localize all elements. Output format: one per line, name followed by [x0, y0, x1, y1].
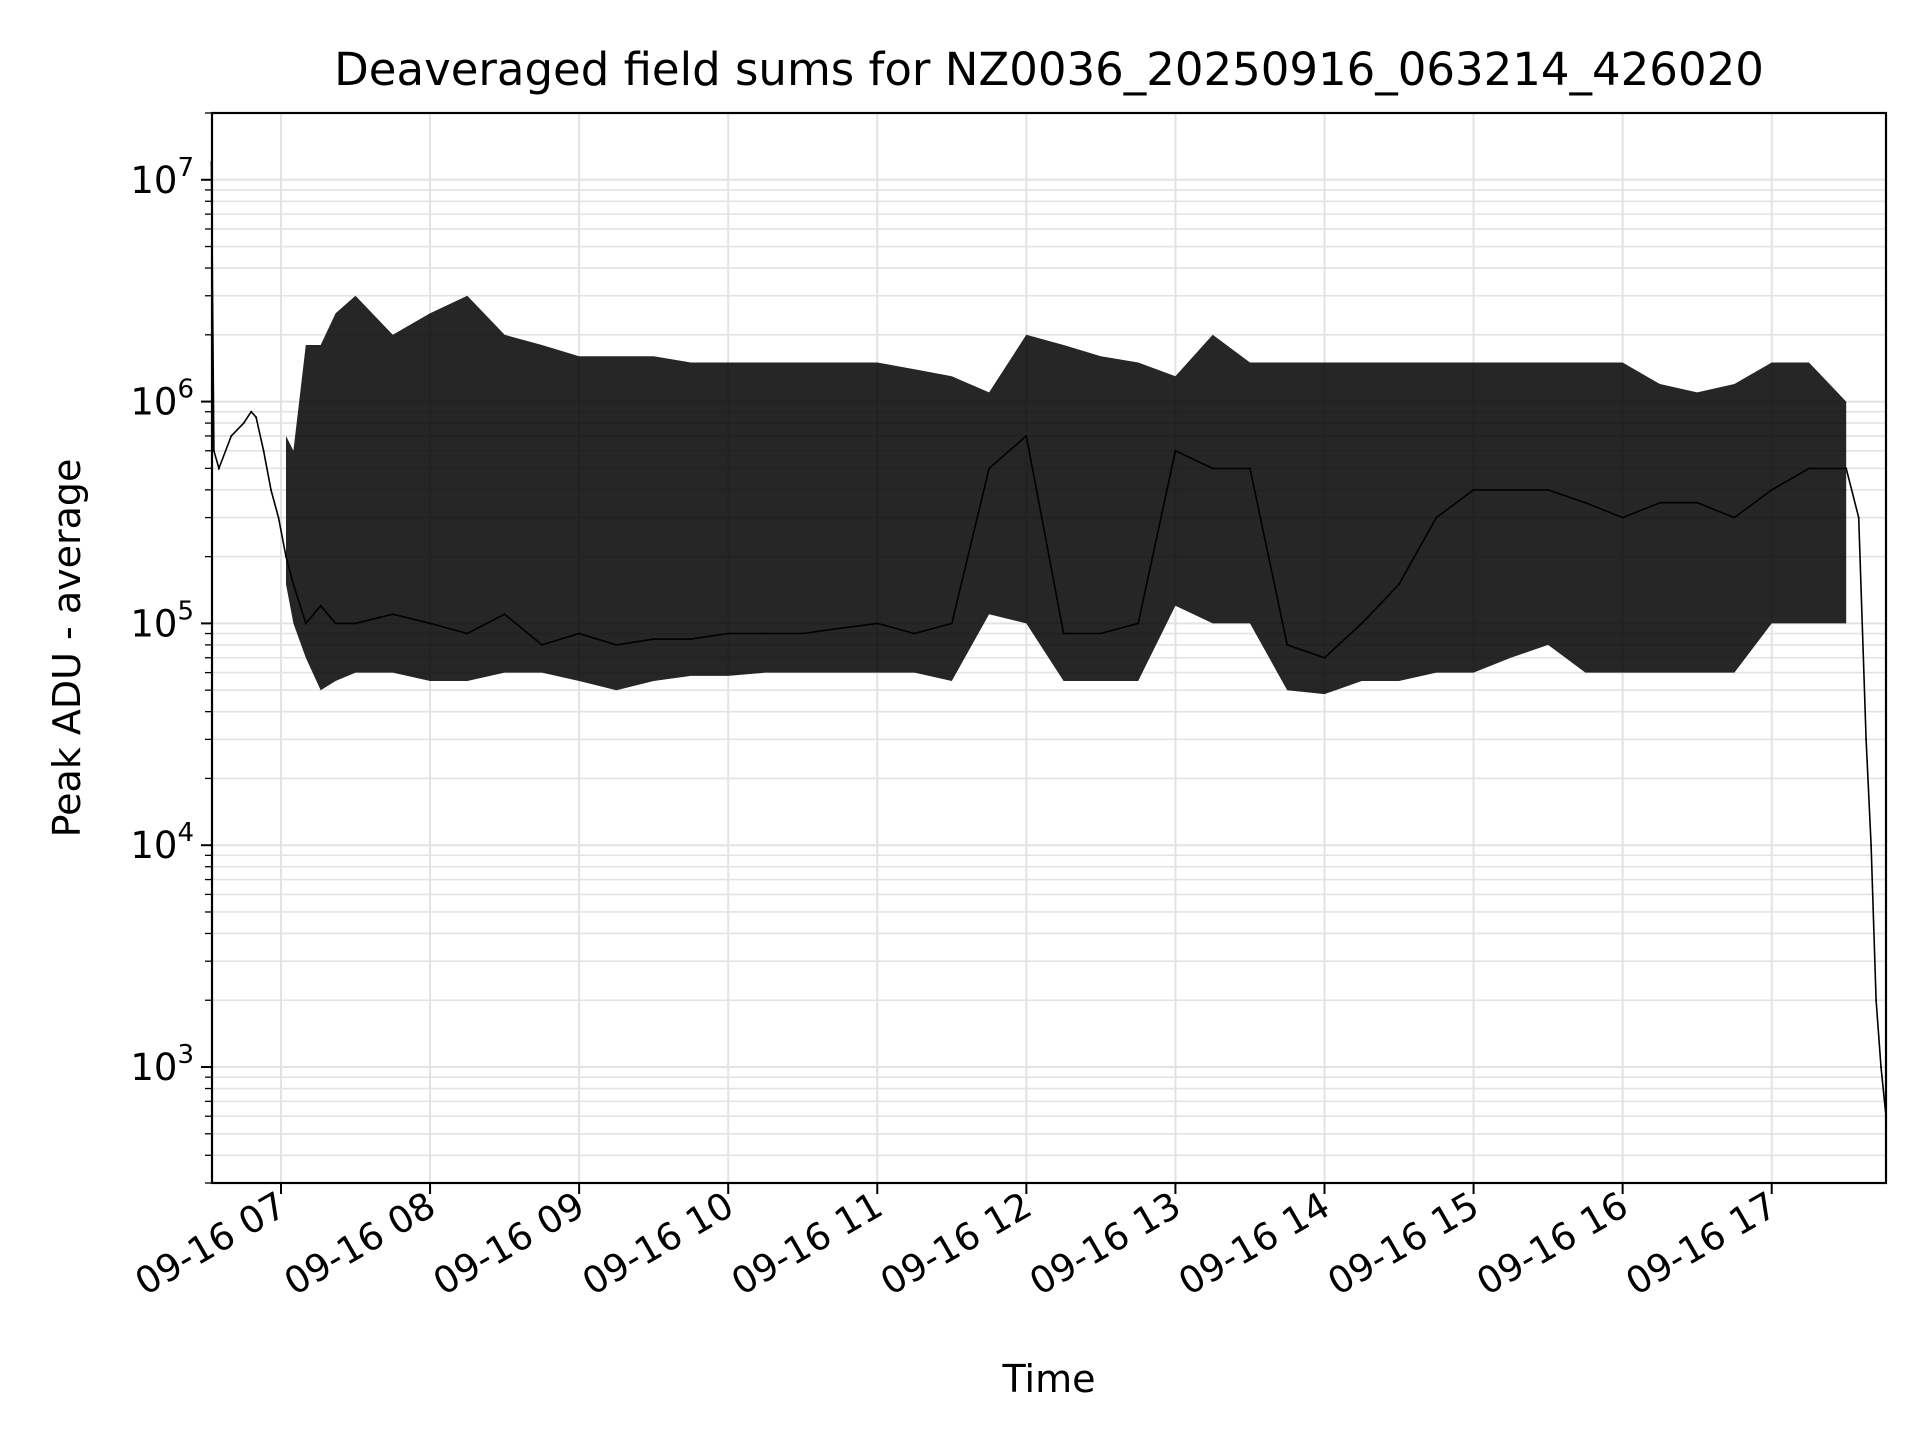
data-point [1696, 501, 1699, 504]
data-point [270, 488, 272, 491]
data-point [1360, 622, 1363, 625]
data-point [503, 613, 506, 616]
data-point [304, 622, 307, 625]
y-tick-exponent: 5 [177, 596, 194, 626]
data-point [727, 632, 730, 635]
x-axis-label: Time [1002, 1357, 1096, 1401]
data-point [1875, 999, 1878, 1002]
data-point [242, 422, 245, 425]
data-point [1435, 516, 1438, 519]
plot-frame [210, 111, 1888, 1185]
data-point [801, 632, 804, 635]
data-point [1808, 467, 1810, 470]
plot-area [210, 161, 1887, 1118]
data-point [988, 467, 991, 470]
data-point [354, 622, 357, 625]
data-point [285, 555, 287, 558]
data-point [1286, 643, 1289, 646]
data-point [1658, 501, 1661, 504]
data-point [255, 416, 258, 419]
data-point [1621, 516, 1624, 519]
data-point [217, 467, 220, 470]
data-point [764, 632, 767, 635]
data-point [1323, 656, 1326, 659]
data-point [1845, 467, 1848, 470]
y-axis-label: Peak ADU - average [45, 459, 89, 838]
data-point [277, 516, 280, 519]
data-point [1870, 844, 1873, 847]
data-point [689, 638, 692, 641]
data-point [250, 410, 253, 413]
chart-title: Deaveraged field sums for NZ0036_2025091… [334, 43, 1764, 96]
y-tick-base: 10 [130, 824, 177, 867]
y-tick-exponent: 3 [177, 1040, 194, 1070]
data-point [1025, 434, 1028, 437]
data-point [391, 613, 394, 616]
data-point [876, 622, 879, 625]
y-tick-label: 104 [130, 818, 194, 867]
data-point [1174, 449, 1177, 452]
y-tick-base: 10 [130, 1046, 177, 1089]
series-envelope [286, 295, 1847, 695]
y-tick-label: 106 [130, 375, 194, 424]
data-point [212, 449, 215, 452]
data-point [1099, 632, 1102, 635]
data-point [466, 632, 469, 635]
y-tick-label: 105 [130, 596, 194, 645]
data-point [1880, 1066, 1882, 1068]
data-point [1062, 632, 1065, 635]
data-point [540, 643, 543, 646]
data-point [429, 622, 432, 625]
y-tick-base: 10 [130, 159, 177, 202]
y-tick-base: 10 [130, 381, 177, 424]
data-point [839, 627, 841, 630]
data-point [913, 632, 916, 635]
y-tick-base: 10 [130, 602, 177, 645]
data-point [1857, 516, 1860, 519]
data-point [1584, 501, 1587, 504]
data-point [230, 434, 233, 437]
data-point [262, 449, 265, 452]
y-tick-exponent: 6 [177, 375, 194, 405]
data-point [1547, 488, 1550, 491]
data-point [615, 643, 618, 646]
y-tick-exponent: 7 [177, 153, 194, 183]
data-point [1211, 467, 1214, 470]
data-point [652, 638, 655, 641]
data-point [1249, 467, 1251, 470]
data-point [1472, 488, 1475, 491]
data-point [1137, 622, 1140, 625]
series-line [210, 162, 1887, 1117]
data-point [1865, 738, 1868, 741]
y-tick-exponent: 4 [177, 818, 194, 848]
data-point [334, 622, 337, 625]
data-point [950, 622, 953, 625]
data-point [1733, 516, 1736, 519]
data-point [292, 583, 295, 586]
data-point [1770, 488, 1773, 491]
data-point [319, 604, 322, 607]
y-tick-label: 103 [130, 1040, 194, 1089]
data-point [578, 632, 581, 635]
data-point [1398, 583, 1400, 586]
data-point [1509, 488, 1512, 491]
y-tick-label: 107 [130, 153, 194, 202]
